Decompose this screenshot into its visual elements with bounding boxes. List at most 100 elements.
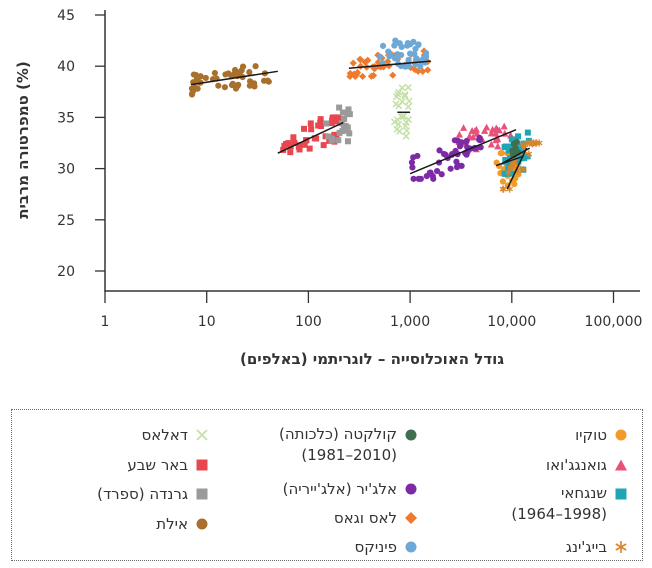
- data-point: [524, 153, 531, 160]
- data-point: [332, 115, 339, 122]
- legend-label: אילת: [156, 515, 188, 533]
- data-point: [463, 151, 470, 158]
- legend-label: גרנדה (ספרד): [97, 485, 188, 503]
- legend-label: לאס וגאס: [333, 509, 397, 527]
- data-point: [335, 114, 342, 121]
- data-point: [350, 70, 358, 78]
- data-point: [231, 66, 239, 74]
- data-point: [311, 135, 318, 142]
- legend-item-shanghai: שנגחאי (1998–1964): [511, 483, 628, 525]
- data-point: [379, 42, 387, 49]
- trend-line: [190, 70, 278, 86]
- data-point: [193, 75, 201, 82]
- square-marker-icon: [615, 488, 627, 500]
- data-point: [398, 84, 406, 92]
- data-point: [524, 129, 531, 136]
- data-point: [411, 66, 419, 74]
- data-point: [356, 62, 365, 70]
- data-point: [306, 145, 313, 152]
- data-point: [508, 136, 515, 143]
- data-point: [317, 116, 324, 123]
- data-point: [385, 48, 392, 55]
- data-point: [494, 142, 502, 150]
- circle-marker-icon: [405, 429, 417, 441]
- triangle-marker-icon: [615, 459, 627, 471]
- legend-label: גואנגג'ואו: [546, 456, 607, 474]
- data-point: [463, 138, 470, 146]
- circle-marker-icon: [196, 518, 208, 530]
- data-point: [320, 142, 327, 149]
- trend-line: [495, 155, 524, 167]
- data-point: [396, 40, 403, 47]
- data-point: [468, 127, 476, 134]
- data-point: [398, 98, 406, 106]
- data-points: [188, 37, 543, 193]
- x-tick-label: 10,000: [487, 314, 536, 330]
- data-point: [342, 122, 349, 129]
- legend-item-algiers: אלג'יר (אלג'ייריה): [283, 478, 418, 500]
- data-point: [367, 72, 376, 80]
- data-point: [345, 106, 352, 113]
- data-point: [364, 56, 372, 64]
- data-point: [417, 175, 424, 182]
- legend-item-eilat: אילת: [156, 513, 209, 535]
- data-point: [287, 143, 294, 150]
- data-point: [211, 69, 218, 77]
- data-point: [401, 122, 410, 130]
- legend-item-beijing: בייג'ינג: [566, 536, 628, 558]
- data-point: [225, 70, 232, 77]
- data-point: [414, 152, 421, 160]
- legend-item-dallas: דאלאס: [141, 424, 209, 446]
- data-point: [344, 110, 351, 117]
- asterisk-marker-icon: [615, 541, 627, 553]
- data-point: [228, 81, 236, 89]
- data-point: [336, 129, 343, 136]
- data-point: [407, 41, 414, 48]
- legend-label: שנגחאי (1998–1964): [511, 484, 607, 523]
- data-point: [507, 143, 514, 150]
- data-point: [335, 137, 342, 144]
- data-point: [353, 68, 362, 77]
- data-point: [391, 55, 399, 62]
- data-point: [447, 165, 454, 172]
- data-point: [336, 104, 343, 111]
- data-point: [323, 120, 330, 127]
- data-point: [237, 68, 244, 76]
- data-point: [492, 124, 500, 132]
- data-point: [505, 147, 512, 154]
- data-point: [405, 97, 413, 105]
- data-point: [436, 147, 443, 154]
- data-point: [392, 37, 399, 44]
- data-point: [307, 120, 314, 127]
- data-point: [395, 120, 403, 128]
- data-point: [296, 142, 303, 149]
- legend-label: פיניקס: [354, 538, 397, 556]
- data-point: [419, 67, 427, 76]
- circle-marker-icon: [405, 541, 417, 553]
- data-point: [246, 78, 254, 85]
- legend-label: דאלאס: [141, 426, 188, 444]
- data-point: [328, 137, 335, 144]
- data-point: [386, 53, 393, 60]
- data-point: [397, 113, 405, 121]
- data-point: [498, 150, 505, 157]
- legend-item-phoenix: פיניקס: [355, 536, 418, 558]
- data-point: [390, 118, 399, 126]
- data-point: [518, 144, 525, 151]
- x-tick-label: 1: [101, 314, 110, 330]
- x-tick-label: 10: [198, 314, 216, 330]
- data-point: [346, 130, 353, 137]
- data-point: [434, 167, 441, 175]
- data-point: [251, 83, 258, 90]
- legend-item-granada: גרנדה (ספרד): [97, 483, 209, 505]
- data-point: [403, 63, 410, 70]
- legend-label: אלג'יר (אלג'ייריה): [282, 480, 397, 498]
- data-point: [481, 127, 489, 134]
- legend-item-guangzhou: גואנגג'ואו: [546, 454, 628, 476]
- data-point: [459, 124, 468, 131]
- square-marker-icon: [196, 459, 208, 471]
- x-tick-label: 100: [295, 314, 322, 330]
- trend-line: [506, 147, 528, 190]
- data-point: [202, 74, 209, 82]
- data-point: [374, 58, 382, 66]
